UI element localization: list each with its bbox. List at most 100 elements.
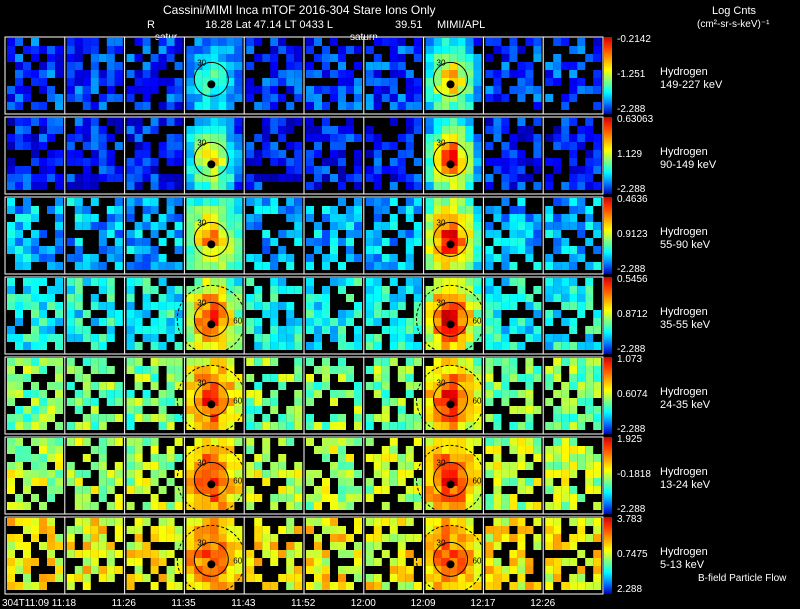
heatmap-cell bbox=[493, 566, 502, 574]
heatmap-cell bbox=[55, 462, 63, 470]
heatmap-cell bbox=[354, 526, 362, 534]
heatmap-cell bbox=[294, 502, 303, 510]
heatmap-cell bbox=[90, 198, 99, 206]
ring-label-60: 60 bbox=[233, 396, 242, 405]
heatmap-cell bbox=[569, 382, 578, 390]
heatmap-cell bbox=[389, 118, 398, 126]
heatmap-cell bbox=[354, 326, 362, 334]
heatmap-cell bbox=[126, 198, 135, 206]
heatmap-cell bbox=[553, 494, 562, 502]
heatmap-cell bbox=[509, 294, 518, 302]
heatmap-cell bbox=[569, 166, 578, 174]
heatmap-cell bbox=[278, 94, 287, 102]
heatmap-cell bbox=[166, 574, 175, 582]
heatmap-cell bbox=[306, 310, 314, 318]
heatmap-cell bbox=[194, 534, 203, 542]
heatmap-cell bbox=[517, 70, 526, 78]
heatmap-cell bbox=[473, 302, 482, 310]
heatmap-cell bbox=[47, 206, 55, 214]
heatmap-cell bbox=[90, 126, 99, 134]
heatmap-cell bbox=[593, 142, 602, 150]
heatmap-cell bbox=[545, 582, 554, 590]
heatmap-cell bbox=[365, 414, 374, 422]
heatmap-cell bbox=[338, 278, 346, 286]
heatmap-cell bbox=[449, 326, 458, 334]
heatmap-cell bbox=[517, 422, 526, 430]
heatmap-cell bbox=[389, 534, 398, 542]
heatmap-cell bbox=[501, 518, 510, 526]
heatmap-cell bbox=[441, 390, 450, 398]
heatmap-cell bbox=[449, 54, 458, 62]
heatmap-cell bbox=[449, 342, 458, 350]
heatmap-cell bbox=[473, 358, 482, 366]
heatmap-cell bbox=[270, 206, 279, 214]
heatmap-cell bbox=[55, 46, 63, 54]
heatmap-cell bbox=[413, 438, 422, 446]
heatmap-cell bbox=[449, 470, 458, 478]
heatmap-cell bbox=[306, 94, 314, 102]
heatmap-cell bbox=[106, 294, 115, 302]
heatmap-cell bbox=[569, 366, 578, 374]
heatmap-cell bbox=[150, 206, 159, 214]
heatmap-cell bbox=[373, 470, 382, 478]
heatmap-cell bbox=[473, 94, 482, 102]
panel-frame bbox=[4, 36, 604, 115]
heatmap-cell bbox=[397, 62, 406, 70]
heatmap-cell bbox=[174, 494, 183, 502]
heatmap-cell bbox=[39, 502, 47, 510]
heatmap-cell bbox=[389, 318, 398, 326]
heatmap-cell bbox=[15, 294, 23, 302]
heatmap-cell bbox=[286, 342, 295, 350]
heatmap-cell bbox=[322, 518, 330, 526]
heatmap-cell bbox=[202, 302, 211, 310]
colorbar-cmax-label: 0.5456 bbox=[617, 274, 648, 285]
heatmap-cell bbox=[246, 558, 255, 566]
heatmap-cell bbox=[593, 310, 602, 318]
heatmap-cell bbox=[306, 318, 314, 326]
heatmap-cell bbox=[330, 534, 338, 542]
heatmap-cell bbox=[270, 374, 279, 382]
heatmap-cell bbox=[314, 222, 322, 230]
heatmap-cell bbox=[90, 334, 99, 342]
heatmap-cell bbox=[74, 38, 83, 46]
colorbar-cmid-label: 0.7475 bbox=[617, 548, 648, 560]
heatmap-cell bbox=[373, 222, 382, 230]
heatmap-cell bbox=[413, 302, 422, 310]
heatmap-cell bbox=[545, 534, 554, 542]
heatmap-cell bbox=[397, 174, 406, 182]
heatmap-cell bbox=[314, 366, 322, 374]
heatmap-cell bbox=[449, 390, 458, 398]
heatmap-cell bbox=[533, 38, 542, 46]
heatmap-cell bbox=[389, 334, 398, 342]
heatmap-cell bbox=[246, 294, 255, 302]
heatmap-cell bbox=[142, 166, 151, 174]
heatmap-cell bbox=[433, 142, 442, 150]
heatmap-cell bbox=[218, 206, 227, 214]
heatmap-cell bbox=[346, 238, 354, 246]
heatmap-cell bbox=[425, 414, 434, 422]
heatmap-cell bbox=[194, 438, 203, 446]
heatmap-cell bbox=[425, 446, 434, 454]
heatmap-cell bbox=[473, 574, 482, 582]
heatmap-cell bbox=[174, 542, 183, 550]
heatmap-cell bbox=[7, 326, 15, 334]
heatmap-cell bbox=[405, 414, 414, 422]
heatmap-cell bbox=[210, 494, 219, 502]
heatmap-cell bbox=[322, 302, 330, 310]
heatmap-cell bbox=[501, 214, 510, 222]
heatmap-cell bbox=[525, 158, 534, 166]
heatmap-cell bbox=[533, 238, 542, 246]
heatmap-cell bbox=[425, 126, 434, 134]
heatmap-cell bbox=[39, 406, 47, 414]
heatmap-cell bbox=[270, 78, 279, 86]
heatmap-cell bbox=[389, 198, 398, 206]
heatmap-cell bbox=[517, 134, 526, 142]
heatmap-cell bbox=[457, 582, 466, 590]
heatmap-cell bbox=[322, 494, 330, 502]
heatmap-cell bbox=[441, 558, 450, 566]
heatmap-cell bbox=[397, 134, 406, 142]
colorbar bbox=[604, 37, 612, 114]
heatmap-cell bbox=[126, 334, 135, 342]
heatmap-cell bbox=[397, 462, 406, 470]
heatmap-cell bbox=[413, 422, 422, 430]
